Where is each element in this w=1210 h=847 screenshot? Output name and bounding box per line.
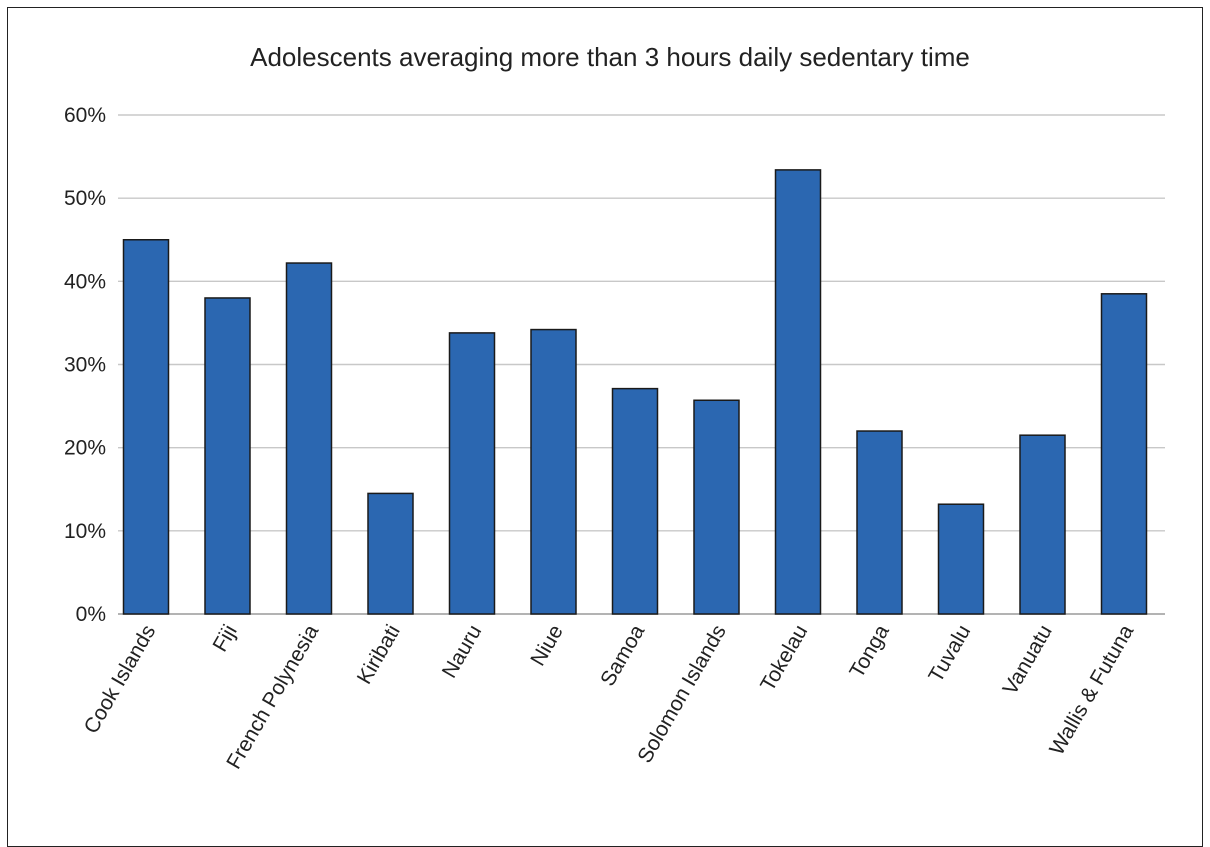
x-tick-label: Fiji — [208, 621, 241, 656]
bar — [856, 430, 903, 615]
bar — [122, 239, 170, 615]
bar — [774, 169, 822, 615]
x-tick-label: Solomon Islands — [633, 621, 731, 767]
x-tick-label: Niue — [526, 621, 568, 670]
bar — [204, 297, 251, 615]
bar — [937, 503, 985, 615]
bar — [693, 399, 740, 615]
y-tick-label: 30% — [64, 354, 106, 377]
x-tick-label: Samoa — [596, 621, 649, 690]
bar — [1100, 293, 1148, 615]
bar — [448, 332, 496, 615]
bar-chart: 0% 10% 20% 30% 40% 50% 60% Cook Islands FijiFren… — [64, 104, 1165, 773]
bar — [1019, 434, 1066, 615]
y-tick-label: 60% — [64, 104, 106, 127]
x-tick-label: Wallis & Futuna — [1045, 621, 1138, 759]
bar — [367, 492, 414, 615]
y-tick-label: 50% — [64, 187, 106, 210]
bar — [530, 328, 577, 615]
y-tick-label: 20% — [64, 437, 106, 460]
x-tick-label: Vanuatu — [999, 621, 1057, 699]
x-tick-label: Tokelau — [756, 621, 812, 695]
x-tick-label: Cook Islands — [80, 621, 161, 738]
chart-title: Adolescents averaging more than 3 hours … — [250, 42, 970, 72]
x-tick-label: Tonga — [845, 621, 894, 682]
bar — [611, 387, 659, 615]
x-tick-label: Tuvalu — [924, 621, 975, 686]
y-tick-label: 10% — [64, 520, 106, 543]
bar — [285, 262, 333, 615]
y-tick-label: 0% — [76, 603, 106, 626]
x-tick-label: French Polynesia — [222, 621, 323, 773]
x-tick-label: Nauru — [438, 621, 487, 682]
y-tick-label: 40% — [64, 270, 106, 293]
x-tick-label: Kiribati — [353, 621, 405, 688]
